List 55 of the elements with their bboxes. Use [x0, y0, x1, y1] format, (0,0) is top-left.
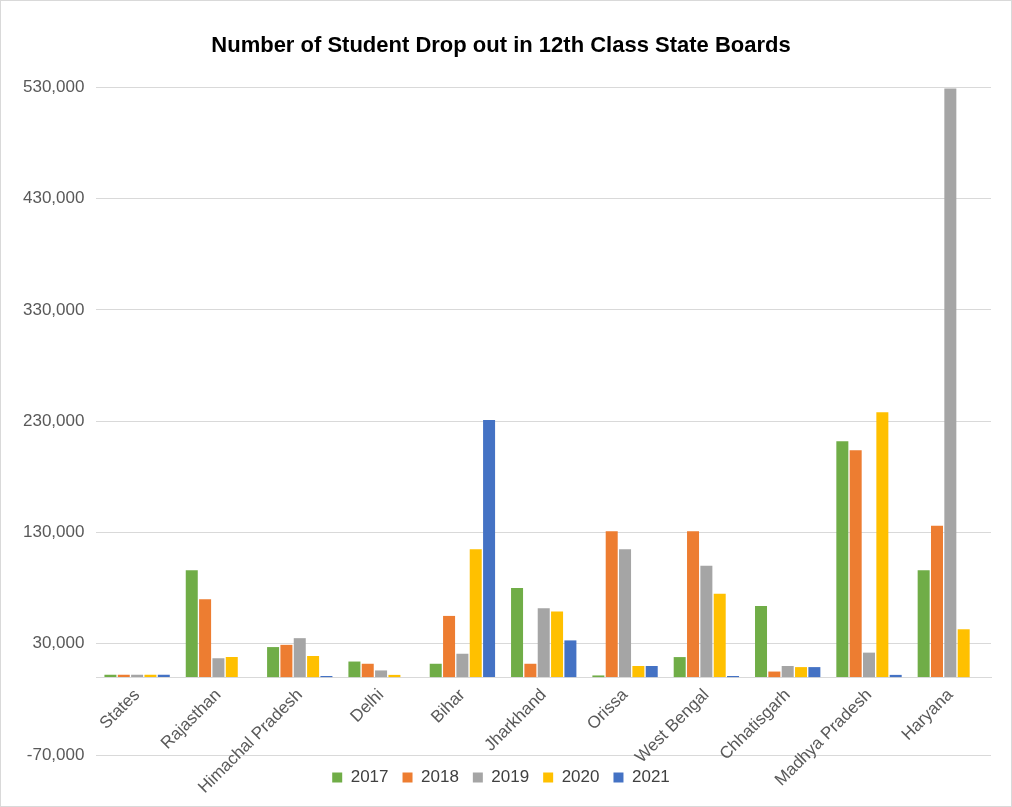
bar	[537, 608, 550, 678]
bar	[849, 450, 862, 678]
bar	[645, 665, 658, 678]
bar	[931, 525, 943, 678]
y-tick-label: 230,000	[23, 410, 85, 430]
bar	[429, 663, 442, 678]
legend-label: 2018	[421, 767, 459, 787]
bar	[781, 665, 794, 678]
y-tick-label: 530,000	[23, 77, 85, 97]
bar	[944, 88, 957, 678]
bar	[348, 661, 361, 678]
bar	[524, 663, 537, 678]
bar	[957, 629, 970, 678]
bar	[456, 653, 469, 678]
bar	[293, 638, 306, 678]
bar	[375, 670, 388, 678]
bar	[713, 593, 726, 678]
bar	[307, 655, 320, 678]
bar	[267, 647, 280, 678]
y-tick-label: 30,000	[32, 633, 85, 653]
chart-title: Number of Student Drop out in 12th Class State Boards	[211, 32, 791, 58]
bar	[795, 667, 808, 678]
bar	[564, 640, 577, 678]
bar	[185, 570, 198, 678]
bar	[483, 420, 496, 678]
y-tick-label: 330,000	[23, 299, 85, 319]
y-tick-label: 130,000	[23, 522, 85, 542]
bar	[469, 549, 482, 678]
bar	[605, 531, 618, 678]
bar	[700, 565, 713, 678]
bar	[687, 531, 700, 678]
legend-label: 2019	[491, 767, 530, 787]
bar	[876, 412, 889, 678]
bar	[863, 652, 876, 678]
bar	[225, 657, 238, 678]
bar	[917, 570, 930, 678]
legend-label: 2021	[631, 767, 670, 787]
legend-label: 2020	[561, 767, 600, 787]
bar	[511, 588, 524, 678]
bar	[199, 599, 212, 678]
bar	[808, 667, 821, 678]
bar	[443, 615, 456, 678]
bar	[755, 605, 768, 678]
y-tick-label: -70,000	[26, 744, 85, 764]
bar	[836, 441, 849, 678]
bar	[551, 611, 564, 678]
legend-label: 2017	[350, 767, 389, 787]
bar	[619, 549, 632, 678]
bar	[632, 665, 645, 678]
bar	[673, 657, 686, 678]
bar	[361, 663, 374, 678]
bar	[768, 671, 781, 678]
bar	[212, 658, 225, 678]
bar	[280, 644, 293, 678]
y-tick-label: 430,000	[23, 188, 85, 208]
